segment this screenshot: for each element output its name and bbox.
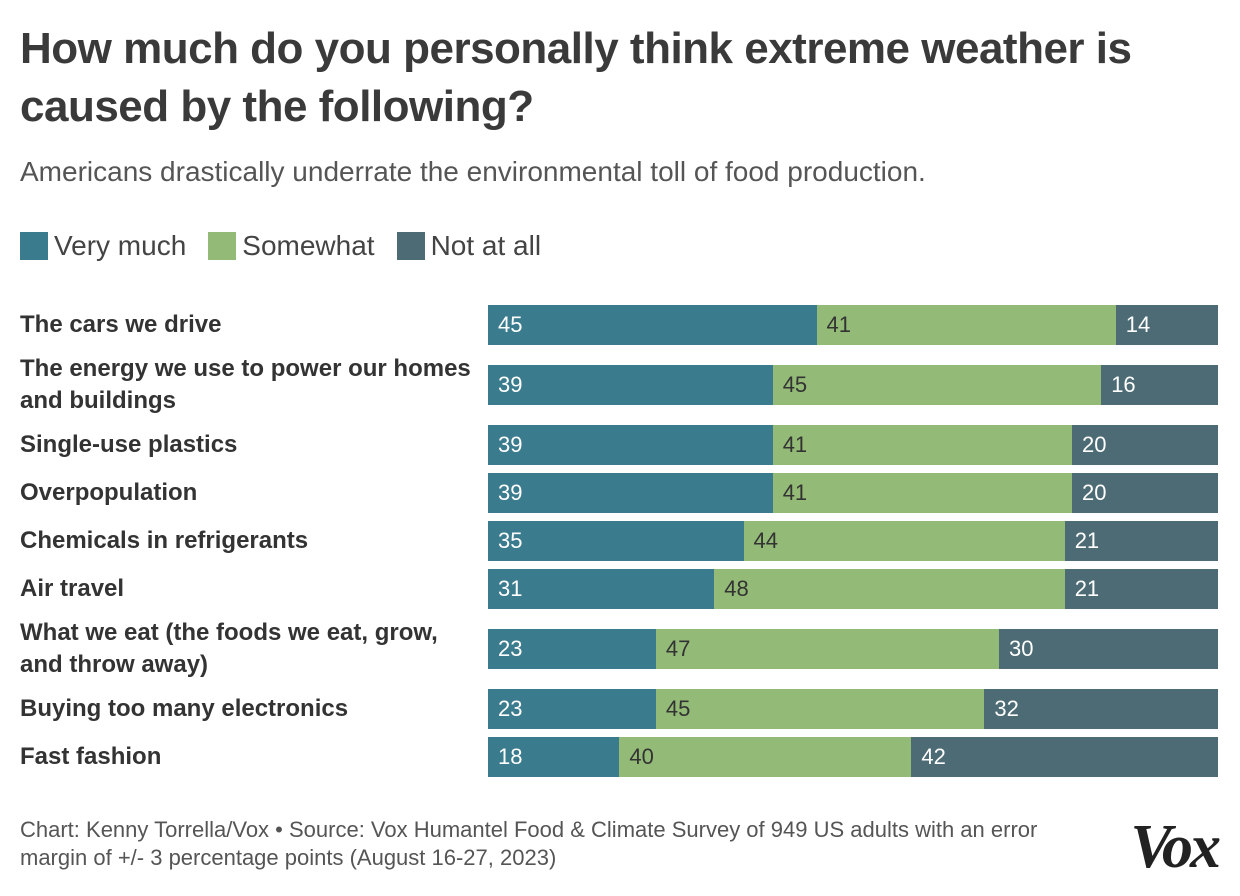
value-label: 48: [724, 576, 749, 601]
value-label: 45: [498, 312, 523, 337]
legend-item: Very much: [20, 230, 186, 262]
bar-segment: 20: [1071, 473, 1218, 513]
bar-segment: 23: [488, 689, 656, 729]
stacked-bar: 23 45 32: [488, 689, 1218, 729]
category-label: Single-use plastics: [20, 431, 238, 458]
bar-segment: 32: [984, 689, 1218, 729]
chart-subtitle: Americans drastically underrate the envi…: [20, 156, 926, 187]
bar-segment: 39: [488, 425, 773, 465]
stacked-bar: 39 41 20: [488, 425, 1218, 465]
value-label: 41: [826, 312, 851, 337]
value-label: 18: [498, 744, 523, 769]
stacked-bar: 39 41 20: [488, 473, 1218, 513]
value-label: 21: [1074, 528, 1100, 553]
value-label: 42: [921, 744, 946, 769]
category-label: What we eat (the foods we eat, grow, and…: [20, 619, 438, 678]
value-label: 35: [498, 528, 523, 553]
value-label: 21: [1074, 576, 1100, 601]
bar-segment: 40: [619, 737, 912, 777]
value-label: 45: [665, 696, 691, 721]
category-label: The energy we use to power our homes and…: [20, 355, 471, 414]
bar-segment: 21: [1064, 521, 1218, 561]
category-label: Fast fashion: [20, 743, 162, 770]
value-label: 44: [753, 528, 778, 553]
bar-row: Single-use plastics 39 41 20: [20, 421, 1218, 469]
value-label: 20: [1081, 480, 1107, 505]
bar-segment: 41: [772, 473, 1072, 513]
bar-segment: 31: [488, 569, 715, 609]
stacked-bar: 35 44 21: [488, 521, 1218, 561]
category-label: Overpopulation: [20, 479, 198, 506]
stacked-bar: 45 41 14: [488, 305, 1218, 345]
bar-segment: 30: [998, 629, 1218, 669]
bar-segment: 41: [816, 305, 1116, 345]
bar-row: The cars we drive 45 41 14: [20, 301, 1218, 349]
bar-segment: 18: [488, 737, 620, 777]
bar-segment: 20: [1071, 425, 1218, 465]
legend-swatch: [20, 232, 48, 260]
bar-segment: 44: [743, 521, 1065, 561]
value-label: 41: [782, 480, 808, 505]
value-label: 39: [498, 372, 523, 397]
value-label: 40: [629, 744, 654, 769]
stacked-bar: 23 47 30: [488, 629, 1218, 669]
category-label: Chemicals in refrigerants: [20, 527, 309, 554]
legend-item: Not at all: [396, 230, 542, 262]
logo: Vox: [1130, 813, 1222, 881]
stacked-bar: 39 45 16: [488, 365, 1218, 405]
bar-segment: 42: [911, 737, 1218, 777]
bar-segment: 35: [488, 521, 744, 561]
bar-segment: 39: [488, 365, 773, 405]
bar-segment: 16: [1101, 365, 1218, 405]
bar-segment: 23: [488, 629, 656, 669]
legend-item: Somewhat: [208, 230, 375, 262]
legend-label: Very much: [54, 230, 187, 261]
bar-segment: 45: [488, 305, 817, 345]
bar-segment: 45: [655, 689, 985, 729]
category-label: Buying too many electronics: [20, 695, 349, 722]
bar-row: The energy we use to power our homes and…: [20, 349, 1218, 421]
bar-row: What we eat (the foods we eat, grow, and…: [20, 613, 1218, 685]
value-label: 23: [498, 696, 523, 721]
legend: Very much Somewhat Not at all: [20, 230, 541, 262]
bar-row: Chemicals in refrigerants 35 44 21: [20, 517, 1218, 565]
bar-segment: 48: [714, 569, 1065, 609]
value-label: 39: [498, 480, 523, 505]
stacked-bar: 31 48 21: [488, 569, 1218, 609]
plot-area: The cars we drive 45 41 14 The energy we use…: [20, 301, 1218, 781]
legend-label: Not at all: [430, 230, 542, 261]
value-label: 20: [1081, 432, 1107, 457]
value-label: 30: [1008, 636, 1034, 661]
value-label: 16: [1111, 372, 1136, 397]
chart-title: How much do you personally think extreme…: [20, 24, 1132, 131]
legend-swatch: [208, 232, 237, 260]
legend-label: Somewhat: [242, 230, 375, 261]
category-label: Air travel: [20, 575, 125, 602]
stacked-bar: 18 40 42: [488, 737, 1218, 777]
bar-row: Fast fashion 18 40 42: [20, 733, 1218, 781]
value-label: 14: [1125, 312, 1151, 337]
bar-row: Buying too many electronics 23 45 32: [20, 685, 1218, 733]
bar-segment: 47: [655, 629, 999, 669]
value-label: 32: [994, 696, 1019, 721]
bar-segment: 41: [772, 425, 1072, 465]
value-label: 31: [498, 576, 523, 601]
bar-segment: 45: [772, 365, 1102, 405]
bar-segment: 14: [1115, 305, 1218, 345]
source-note: Chart: Kenny Torrella/Vox • Source: Vox …: [20, 817, 1038, 870]
value-label: 47: [665, 636, 691, 661]
bar-segment: 39: [488, 473, 773, 513]
value-label: 23: [498, 636, 523, 661]
category-label: The cars we drive: [20, 311, 222, 338]
value-label: 39: [498, 432, 523, 457]
legend-swatch: [396, 232, 425, 260]
value-label: 41: [782, 432, 808, 457]
bar-segment: 21: [1064, 569, 1218, 609]
bar-row: Air travel 31 48 21: [20, 565, 1218, 613]
value-label: 45: [782, 372, 808, 397]
bar-row: Overpopulation 39 41 20: [20, 469, 1218, 517]
